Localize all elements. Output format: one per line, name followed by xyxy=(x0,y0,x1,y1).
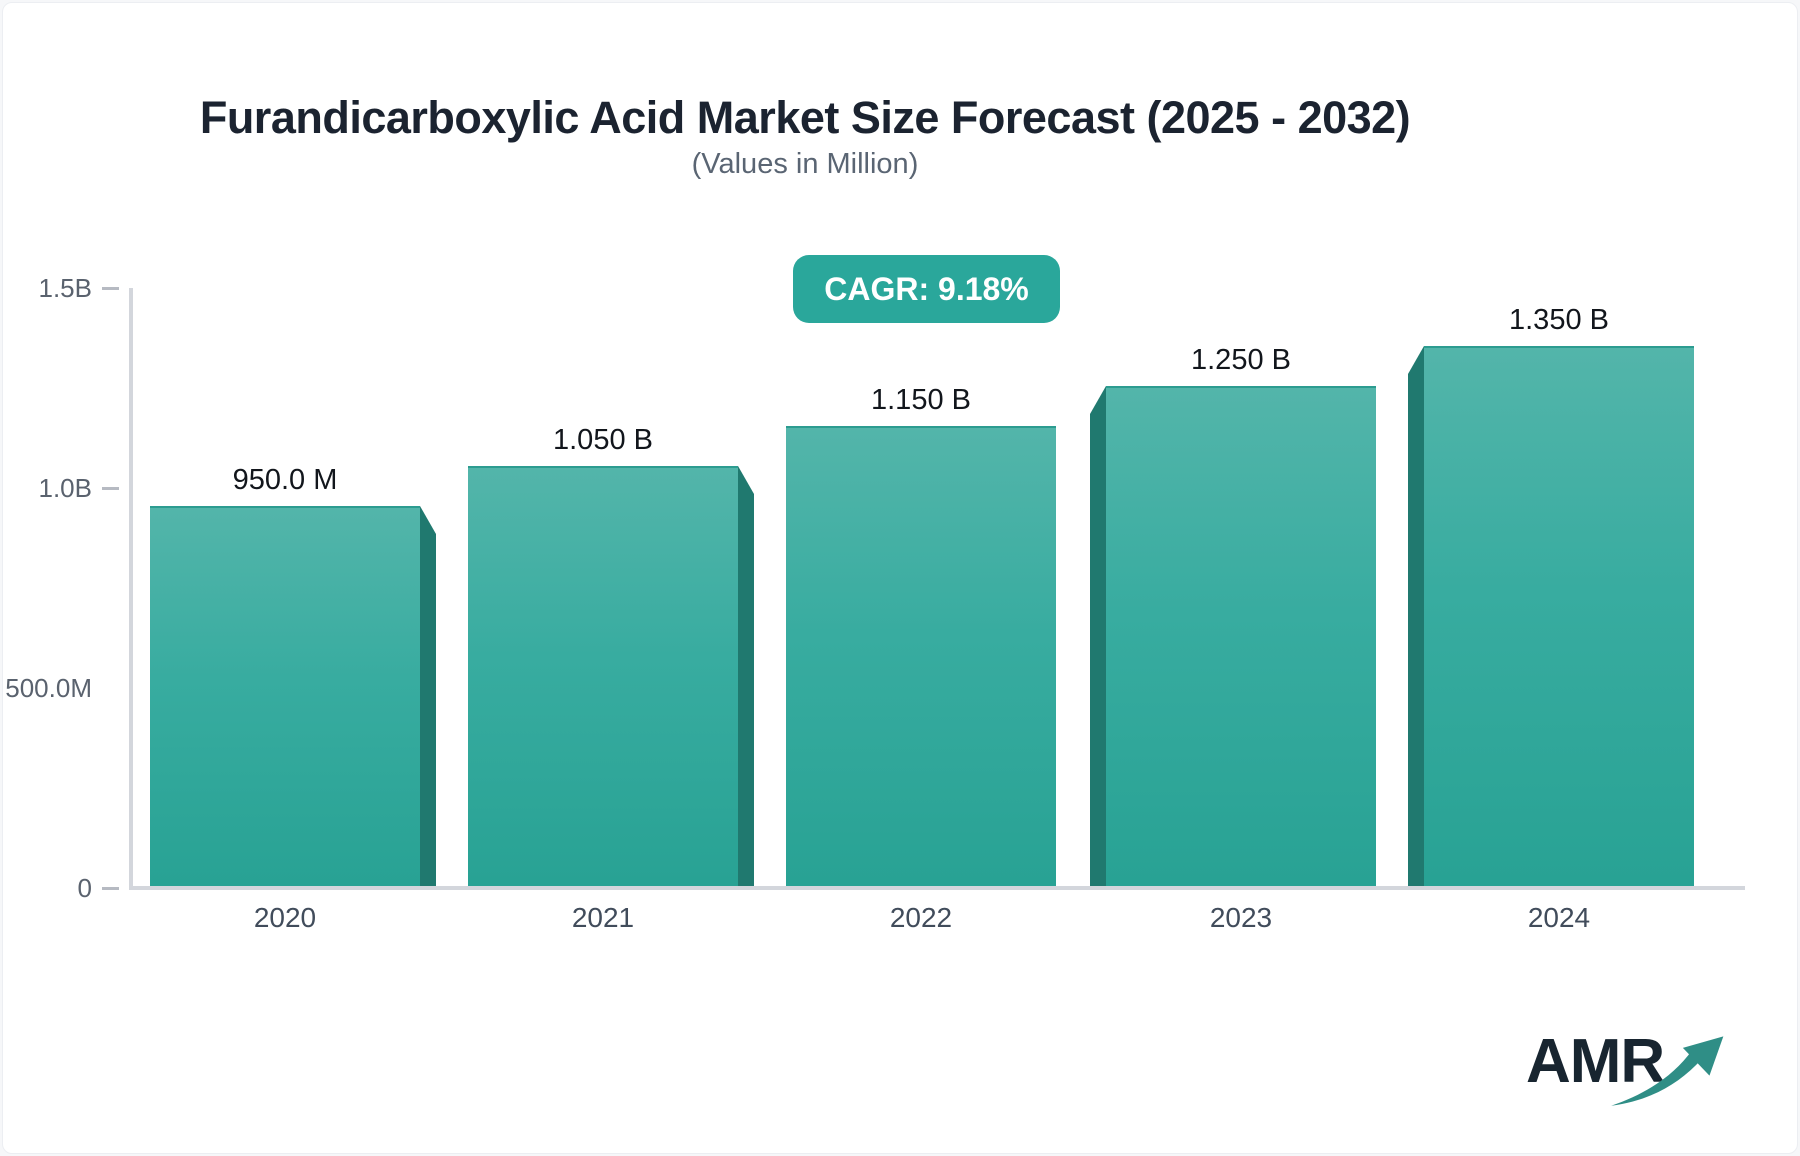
bar-value-label-2020: 950.0 M xyxy=(232,464,338,496)
amr-logo-text: AMR xyxy=(1526,1027,1665,1096)
y-axis-line xyxy=(129,288,133,888)
x-tick-label-2021: 2021 xyxy=(571,902,635,933)
x-tick-label-2022: 2022 xyxy=(889,902,953,933)
y-tick-dash xyxy=(102,287,119,290)
bar-2020 xyxy=(150,506,420,886)
cagr-badge-label: CAGR: 9.18% xyxy=(824,270,1029,307)
chart-title: Furandicarboxylic Acid Market Size Forec… xyxy=(199,92,1411,143)
bar-2022 xyxy=(786,426,1056,886)
x-tick-label-2023: 2023 xyxy=(1209,902,1273,933)
chart-subtitle: (Values in Million) xyxy=(691,148,919,180)
bar-value-label-2022: 1.150 B xyxy=(871,384,971,416)
bar-2020-3d-side xyxy=(420,506,436,886)
bar-value-label-2024: 1.350 B xyxy=(1509,304,1609,336)
bar-2023-3d-side xyxy=(1090,386,1106,886)
x-tick-label-2020: 2020 xyxy=(253,902,317,933)
bar-2023 xyxy=(1106,386,1376,886)
amr-logo: AMR xyxy=(1526,1026,1736,1126)
y-tick-dash xyxy=(102,887,119,890)
bar-2021 xyxy=(468,466,738,886)
bar-2024-3d-side xyxy=(1408,346,1424,886)
y-tick-label-1.5B: 1.5B xyxy=(38,273,93,303)
bar-value-label-2023: 1.250 B xyxy=(1191,344,1291,376)
trend-up-arrow-icon xyxy=(1611,1036,1724,1106)
y-tick-label-1.0B: 1.0B xyxy=(38,473,93,503)
bar-value-label-2021: 1.050 B xyxy=(553,424,653,456)
y-tick-label-0: 0 xyxy=(77,873,92,903)
cagr-badge: CAGR: 9.18% xyxy=(793,255,1060,323)
bar-2021-3d-side xyxy=(738,466,754,886)
x-tick-label-2024: 2024 xyxy=(1527,902,1591,933)
y-tick-label-500.0M: 500.0M xyxy=(5,673,92,703)
x-axis-line xyxy=(129,886,1745,890)
bar-2024 xyxy=(1424,346,1694,886)
y-tick-dash xyxy=(102,487,119,490)
